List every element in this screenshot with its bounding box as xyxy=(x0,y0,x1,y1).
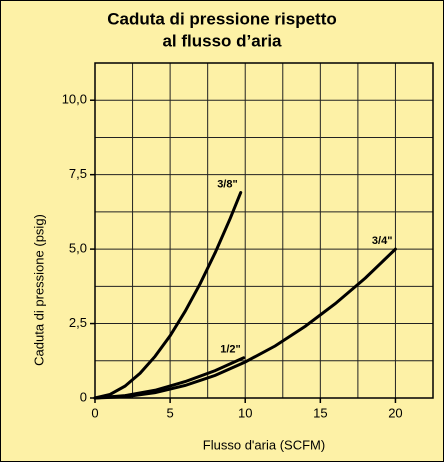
plot-frame xyxy=(94,62,434,399)
y-tick-label: 10,0 xyxy=(62,92,87,107)
x-tick-label: 0 xyxy=(91,405,98,420)
line xyxy=(93,191,243,400)
y-tick-label: 2,5 xyxy=(69,315,87,330)
x-tick-label: 5 xyxy=(166,405,173,420)
y-axis-label: Caduta di pressione (psig) xyxy=(31,214,46,366)
x-tick-label: 20 xyxy=(388,405,402,420)
y-tick-label: 0 xyxy=(80,389,87,404)
series-label: 3/8" xyxy=(217,178,238,190)
series-label: 3/4" xyxy=(372,235,393,247)
x-tick-label: 15 xyxy=(313,405,327,420)
line xyxy=(93,247,397,400)
x-axis-label: Flusso d'aria (SCFM) xyxy=(203,437,325,452)
x-tick-label: 10 xyxy=(238,405,252,420)
y-tick-label: 5,0 xyxy=(69,241,87,256)
series-label: 1/2" xyxy=(220,344,241,356)
chart-title: al flusso d’aria xyxy=(162,31,282,50)
chart-title: Caduta di pressione rispetto xyxy=(107,9,337,28)
y-tick-label: 7,5 xyxy=(69,166,87,181)
